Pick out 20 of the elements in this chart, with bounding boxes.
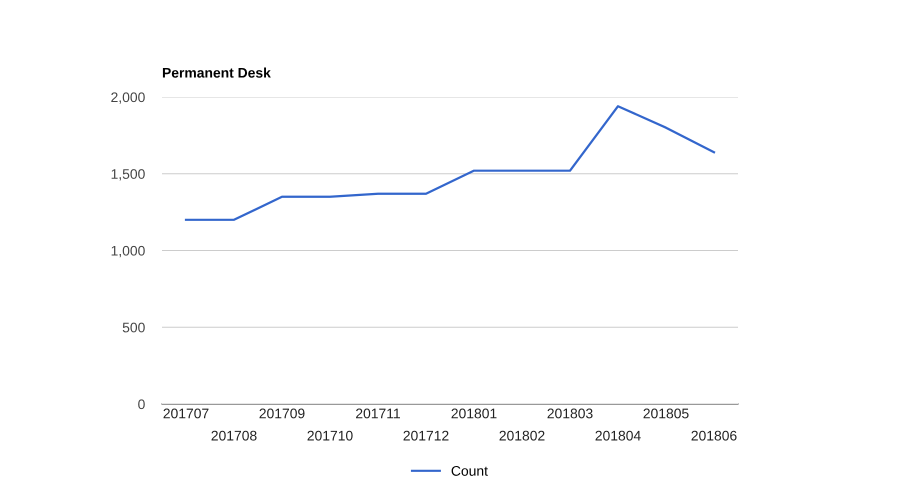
x-tick-label: 201712 — [404, 430, 448, 441]
x-tick-label: 201806 — [692, 430, 737, 441]
line-series — [184, 105, 716, 221]
x-tick-label: 201801 — [452, 408, 496, 418]
legend-label: Count — [452, 466, 488, 476]
x-tick-label: 201802 — [500, 430, 544, 441]
x-tick-label: 201804 — [596, 430, 641, 441]
x-tick-label: 201805 — [644, 408, 689, 418]
x-tick-label: 201707 — [164, 408, 208, 418]
y-tick-label: 1,500 — [112, 169, 145, 181]
x-tick-label: 201708 — [212, 430, 257, 441]
y-tick-label: 500 — [122, 322, 145, 332]
x-tick-label: 201710 — [308, 430, 353, 441]
y-tick-label: 2,000 — [111, 92, 145, 104]
x-tick-label: 201711 — [356, 408, 400, 418]
y-tick-label: 1,000 — [112, 246, 145, 258]
chart-title: Permanent Desk — [162, 67, 271, 78]
x-tick-label: 201709 — [260, 408, 305, 418]
y-tick-label: 0 — [138, 399, 145, 410]
x-tick-label: 201803 — [548, 408, 593, 418]
